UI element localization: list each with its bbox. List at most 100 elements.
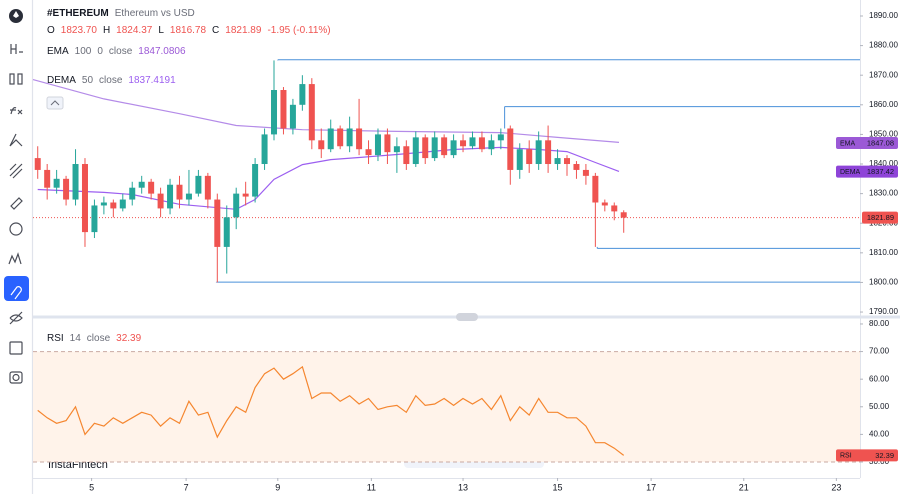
pane-handle[interactable] xyxy=(456,313,478,321)
candle-body xyxy=(356,128,363,150)
ohlc-value: 1821.89 xyxy=(225,25,262,36)
legend-title: #ETHEREUM Ethereum vs USD xyxy=(47,8,195,19)
ohlc-value: 1816.78 xyxy=(169,25,207,36)
candle-body xyxy=(195,175,202,194)
trend-line-icon[interactable] xyxy=(9,133,23,147)
y-tick-label: 1800.00 xyxy=(869,278,898,287)
legend-rsi: RSI 14 close 32.39 xyxy=(47,333,141,344)
x-tick-label: 23 xyxy=(831,482,841,492)
y-tick-label: 1860.00 xyxy=(869,100,898,109)
legend-dema: DEMA 50 close 1837.4191 xyxy=(47,75,176,86)
candle-style-icon[interactable] xyxy=(9,73,15,85)
ohlc-key: H xyxy=(102,25,111,36)
candle-body xyxy=(327,128,334,150)
candle-body xyxy=(167,184,174,209)
indicator-param: 100 xyxy=(74,46,92,57)
price-tag xyxy=(862,211,898,224)
indicators-icon[interactable] xyxy=(10,107,23,115)
y-tick-label: 70.00 xyxy=(869,347,890,356)
y-tick-label: 60.00 xyxy=(869,374,890,383)
candle-body xyxy=(63,178,70,200)
candle-body xyxy=(460,140,467,147)
price-tag-value: 32.39 xyxy=(875,451,894,460)
candle-body xyxy=(422,137,429,159)
indicator-name: RSI xyxy=(47,333,64,344)
rsi-band-fill xyxy=(33,351,860,462)
ohlc-value: 1823.70 xyxy=(60,25,97,36)
candle-body xyxy=(374,134,381,156)
candle-body xyxy=(592,175,599,203)
ohlc-key: O xyxy=(47,25,55,36)
y-tick-label: 40.00 xyxy=(869,429,890,438)
series-line xyxy=(32,79,620,143)
y-tick-label: 1830.00 xyxy=(869,189,898,198)
symbol-description: Ethereum vs USD xyxy=(114,8,195,19)
pattern-icon[interactable] xyxy=(8,252,22,265)
candle-body xyxy=(554,158,561,165)
x-tick-label: 13 xyxy=(458,482,468,492)
toolbar xyxy=(4,0,34,494)
candle-body xyxy=(72,164,79,200)
symbol: #ETHEREUM xyxy=(47,8,109,19)
candle-body xyxy=(564,158,571,165)
candle-body xyxy=(573,164,580,170)
candle-body xyxy=(148,181,155,194)
ohlc-value: 1824.37 xyxy=(116,25,153,36)
candle-body xyxy=(620,212,627,218)
screenshot-icon-lens[interactable] xyxy=(12,373,20,382)
emoji-icon[interactable] xyxy=(9,222,23,236)
hide-icon[interactable] xyxy=(9,311,23,325)
screenshot-icon[interactable] xyxy=(9,371,23,384)
x-tick-label: 7 xyxy=(184,482,189,492)
candle-body xyxy=(214,199,221,247)
candle-body xyxy=(478,137,485,150)
fib-icon[interactable] xyxy=(9,163,23,179)
candle-body xyxy=(280,90,287,129)
candle-body xyxy=(450,140,457,156)
x-tick-label: 17 xyxy=(646,482,656,492)
candle-body xyxy=(535,140,542,165)
symbol-logo-glyph xyxy=(13,11,19,18)
candle-body xyxy=(44,169,51,188)
candle-body xyxy=(119,199,126,209)
price-tag xyxy=(836,449,898,462)
candle-body xyxy=(545,140,552,165)
candle-body xyxy=(299,84,306,105)
price-tag xyxy=(836,137,898,150)
candle-style-icon-2[interactable] xyxy=(17,73,23,85)
y-tick-label: 1880.00 xyxy=(869,41,898,50)
interval-icon[interactable] xyxy=(10,44,23,54)
pane: 1890.00 1880.00 1870.00 1860.00 1850.00 1840.… xyxy=(32,11,898,492)
y-tick-label: 1810.00 xyxy=(869,248,898,257)
indicator-value: 32.39 xyxy=(116,333,142,344)
candle-body xyxy=(507,128,514,170)
candle-body xyxy=(582,169,589,176)
x-tick-label: 15 xyxy=(553,482,563,492)
candle-body xyxy=(346,128,353,147)
magnet-icon[interactable] xyxy=(10,286,22,300)
candle-body xyxy=(469,137,476,147)
ohlc-key: L xyxy=(158,25,164,36)
legend-toggle[interactable] xyxy=(46,96,64,110)
indicator-value: 1837.4191 xyxy=(128,75,176,86)
candle-body xyxy=(441,137,448,156)
indicator-param: close xyxy=(99,75,123,86)
candle-body xyxy=(403,146,410,165)
price-tag-value: 1847.08 xyxy=(867,139,894,148)
indicator-param: 0 xyxy=(97,46,103,57)
candle-body xyxy=(185,193,192,200)
candle-body xyxy=(261,134,268,165)
brush-icon[interactable] xyxy=(10,197,23,210)
candle-body xyxy=(365,149,372,156)
y-tick-label: 1850.00 xyxy=(869,130,898,139)
candle-body xyxy=(176,184,183,200)
candle-body xyxy=(242,193,249,197)
y-tick-label: 1840.00 xyxy=(869,159,898,168)
candle-body xyxy=(318,140,325,150)
candle-body xyxy=(289,104,296,129)
candle-body xyxy=(204,175,211,200)
x-tick-label: 21 xyxy=(739,482,749,492)
candle-body xyxy=(110,202,117,209)
lock-icon[interactable] xyxy=(9,341,23,355)
